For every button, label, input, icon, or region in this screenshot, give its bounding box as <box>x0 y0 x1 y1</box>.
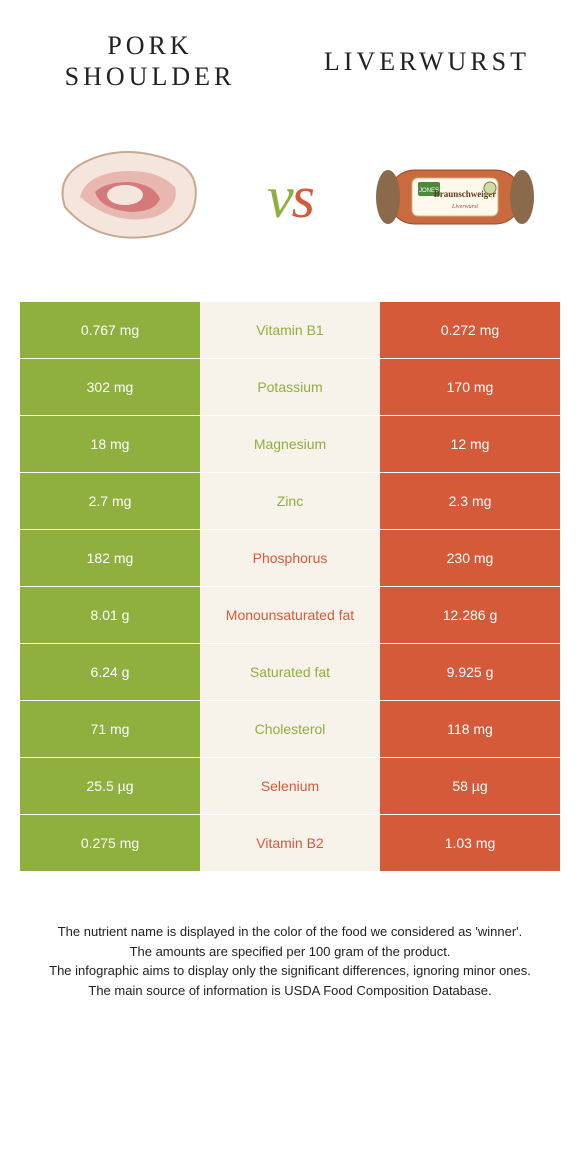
nutrient-label: Monounsaturated fat <box>200 587 380 643</box>
table-row: 18 mgMagnesium12 mg <box>20 416 560 473</box>
right-value: 1.03 mg <box>380 815 560 871</box>
left-value: 6.24 g <box>20 644 200 700</box>
right-value: 58 µg <box>380 758 560 814</box>
left-value: 182 mg <box>20 530 200 586</box>
nutrient-label: Cholesterol <box>200 701 380 757</box>
right-value: 0.272 mg <box>380 302 560 358</box>
right-value: 230 mg <box>380 530 560 586</box>
nutrient-table: 0.767 mgVitamin B10.272 mg302 mgPotassiu… <box>20 302 560 872</box>
left-value: 0.275 mg <box>20 815 200 871</box>
title-left: Pork shoulder <box>50 30 250 92</box>
footer-line-1: The nutrient name is displayed in the co… <box>30 922 550 942</box>
infographic-container: Pork shoulder Liverwurst vs JONES <box>0 0 580 1000</box>
nutrient-label: Saturated fat <box>200 644 380 700</box>
product-label-sub: Liverwurst <box>451 204 478 210</box>
vs-s: s <box>292 164 313 230</box>
right-value: 12 mg <box>380 416 560 472</box>
nutrient-label: Potassium <box>200 359 380 415</box>
vs-v: v <box>267 164 292 230</box>
pork-shoulder-icon <box>45 137 205 257</box>
images-row: vs JONES Braunschweiger Liverwurst <box>0 102 580 302</box>
table-row: 25.5 µgSelenium58 µg <box>20 758 560 815</box>
nutrient-label: Magnesium <box>200 416 380 472</box>
left-value: 302 mg <box>20 359 200 415</box>
pork-shoulder-image <box>40 127 210 267</box>
title-left-line2: shoulder <box>65 62 236 91</box>
left-value: 18 mg <box>20 416 200 472</box>
right-value: 118 mg <box>380 701 560 757</box>
nutrient-label: Zinc <box>200 473 380 529</box>
footer-line-3: The infographic aims to display only the… <box>30 961 550 981</box>
table-row: 6.24 gSaturated fat9.925 g <box>20 644 560 701</box>
liverwurst-icon: JONES Braunschweiger Liverwurst <box>370 152 540 242</box>
left-value: 71 mg <box>20 701 200 757</box>
left-value: 8.01 g <box>20 587 200 643</box>
left-value: 25.5 µg <box>20 758 200 814</box>
footer-notes: The nutrient name is displayed in the co… <box>30 922 550 1000</box>
nutrient-label: Vitamin B2 <box>200 815 380 871</box>
table-row: 182 mgPhosphorus230 mg <box>20 530 560 587</box>
nutrient-label: Phosphorus <box>200 530 380 586</box>
left-value: 2.7 mg <box>20 473 200 529</box>
footer-line-4: The main source of information is USDA F… <box>30 981 550 1001</box>
nutrient-label: Vitamin B1 <box>200 302 380 358</box>
table-row: 0.767 mgVitamin B10.272 mg <box>20 302 560 359</box>
table-row: 302 mgPotassium170 mg <box>20 359 560 416</box>
title-right: Liverwurst <box>324 46 530 77</box>
right-value: 12.286 g <box>380 587 560 643</box>
vs-label: vs <box>267 163 313 232</box>
liverwurst-image: JONES Braunschweiger Liverwurst <box>370 127 540 267</box>
nutrient-label: Selenium <box>200 758 380 814</box>
right-value: 2.3 mg <box>380 473 560 529</box>
table-row: 0.275 mgVitamin B21.03 mg <box>20 815 560 872</box>
table-row: 71 mgCholesterol118 mg <box>20 701 560 758</box>
right-value: 170 mg <box>380 359 560 415</box>
footer-line-2: The amounts are specified per 100 gram o… <box>30 942 550 962</box>
header-row: Pork shoulder Liverwurst <box>0 0 580 102</box>
left-value: 0.767 mg <box>20 302 200 358</box>
title-left-line1: Pork <box>107 31 192 60</box>
table-row: 8.01 gMonounsaturated fat12.286 g <box>20 587 560 644</box>
table-row: 2.7 mgZinc2.3 mg <box>20 473 560 530</box>
right-value: 9.925 g <box>380 644 560 700</box>
